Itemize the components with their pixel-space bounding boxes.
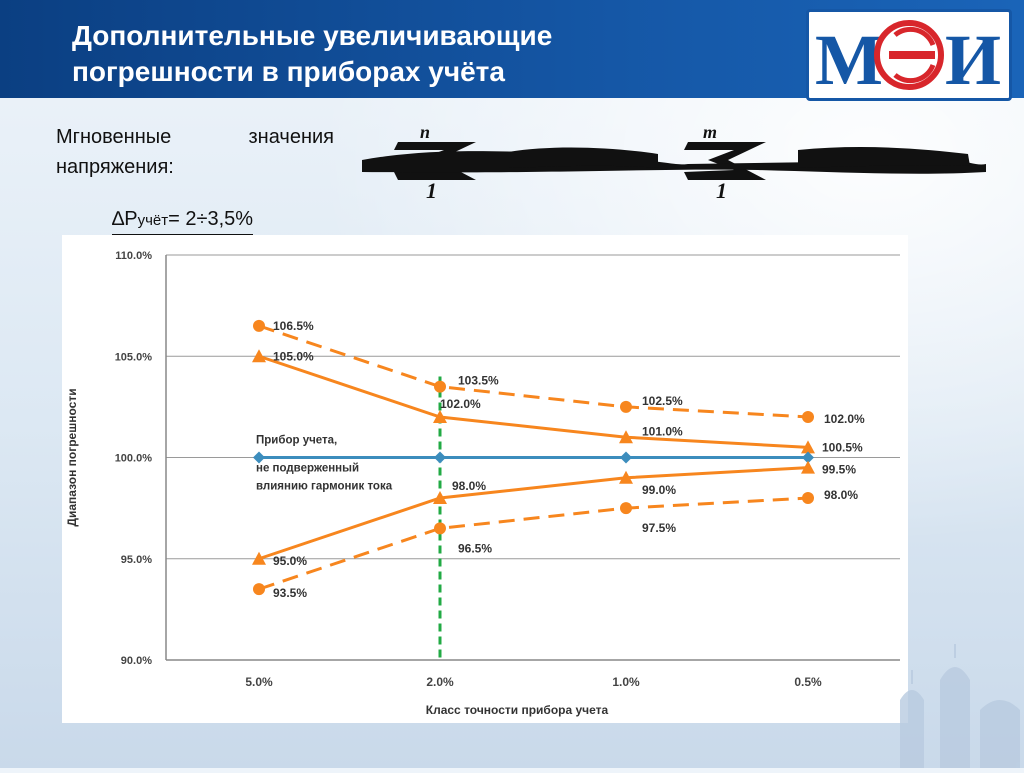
y-tick-label: 110.0% [115,250,152,262]
svg-text:m: m [703,122,717,142]
data-label: 95.0% [273,554,307,568]
point-diamond [620,451,632,464]
y-tick-label: 105.0% [115,351,153,363]
x-tick-label: 0.5% [794,675,822,689]
data-label: 100.5% [822,440,863,454]
svg-text:1: 1 [426,178,437,200]
point-triangle [801,440,815,454]
point-triangle [252,349,266,363]
mei-logo: М И [806,9,1012,101]
series-line-0 [258,324,809,419]
reference-line-label: Прибор учета, [256,435,337,447]
reference-line-label: не подверженный [256,463,359,475]
title-line-2: погрешности в приборах учёта [72,56,505,87]
series-line-4 [258,496,809,591]
page-title: Дополнительные увеличивающие погрешности… [72,18,772,90]
point-circle [434,522,446,535]
point-circle [620,502,632,515]
reference-line-label: влиянию гармоник тока [256,481,393,493]
point-triangle [433,491,447,504]
point-triangle [619,470,633,484]
delta-value: = 2÷3,5% [168,208,254,230]
error-range-chart: 106.5% 103.5% 102.5% 102.0% 105.0% 102.0% 101.… [62,235,908,723]
point-diamond [802,451,814,464]
cityscape-silhouette [880,640,1024,773]
point-diamond [434,451,446,464]
x-tick-label: 1.0% [612,675,640,689]
title-line-1: Дополнительные увеличивающие [72,20,553,51]
y-tick-label: 95.0% [121,554,152,566]
point-circle [802,411,814,423]
data-label: 103.5% [458,374,499,388]
intro-text: Мгновенные значения напряжения: [56,126,334,178]
data-label: 93.5% [273,586,307,600]
delta-symbol: ∆P [112,208,138,230]
y-tick-label: 90.0% [121,655,152,667]
data-label: 96.5% [458,541,492,555]
data-label: 99.0% [642,483,676,497]
series-line-3 [258,466,809,561]
svg-text:И: И [945,20,1001,98]
delta-subscript: учёт [137,212,169,229]
svg-text:1: 1 [716,178,727,200]
point-circle [620,400,632,413]
point-circle [802,492,814,504]
data-label: 98.0% [452,479,486,493]
voltage-formula-image: n m 1 1 [358,120,988,203]
data-label: 99.5% [822,463,856,477]
y-tick-label: 100.0% [115,453,153,465]
point-circle [434,380,446,393]
point-circle [253,583,265,596]
svg-text:М: М [815,20,883,98]
chart-svg: 106.5% 103.5% 102.5% 102.0% 105.0% 102.0% 101.… [65,250,900,717]
data-label: 105.0% [273,349,314,363]
svg-text:n: n [420,122,430,142]
x-axis-title: Класс точности прибора учета [426,703,609,717]
x-tick-label: 5.0% [245,675,273,689]
data-label: 102.0% [824,412,865,426]
data-label: 102.5% [642,394,683,408]
y-axis-title: Диапазон погрешности [65,388,79,526]
series-line-1 [258,354,809,449]
point-diamond [253,451,265,464]
x-tick-label: 2.0% [426,675,454,689]
point-triangle [801,460,815,474]
point-triangle [619,430,633,444]
data-label: 101.0% [642,424,683,438]
data-label: 102.0% [440,397,481,411]
delta-p-formula: ∆Pучёт= 2÷3,5% [112,206,254,236]
point-circle [253,319,265,332]
data-label: 106.5% [273,319,314,333]
point-triangle [252,551,266,565]
data-label: 97.5% [642,521,676,535]
data-label: 98.0% [824,488,858,502]
point-triangle [433,410,447,423]
